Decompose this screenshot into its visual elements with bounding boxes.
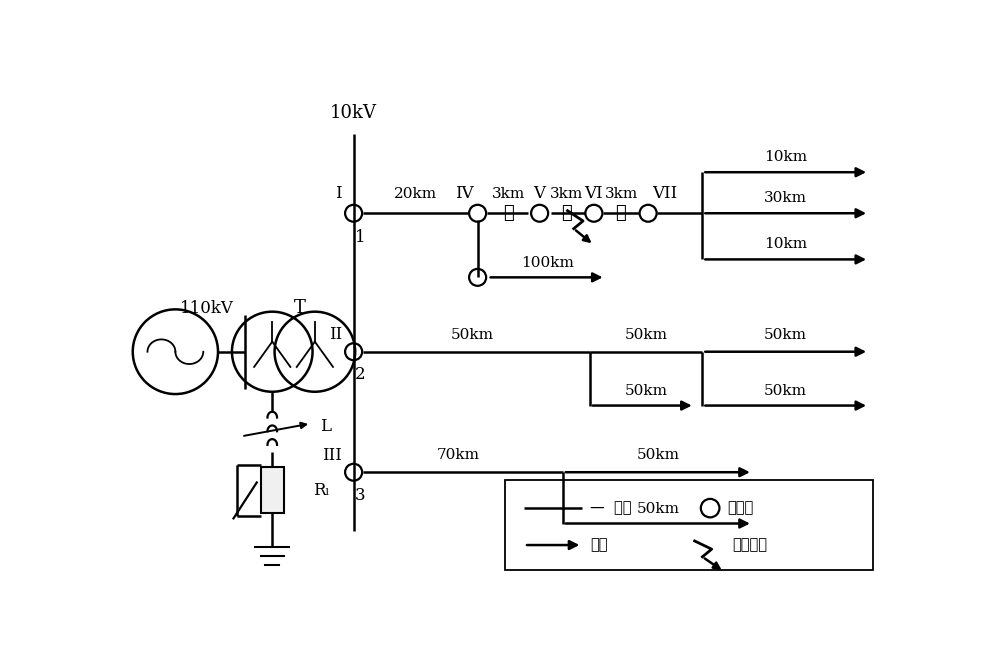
- Text: 50km: 50km: [625, 328, 668, 342]
- Text: 10km: 10km: [764, 150, 807, 164]
- Text: Rₗ: Rₗ: [313, 482, 329, 499]
- Text: V: V: [534, 185, 546, 202]
- Text: 20km: 20km: [394, 186, 437, 200]
- Text: 110kV: 110kV: [179, 300, 233, 316]
- Text: 100km: 100km: [521, 256, 574, 270]
- Text: ①: ①: [503, 204, 514, 222]
- Text: II: II: [329, 326, 342, 343]
- Text: 3: 3: [355, 487, 365, 503]
- Text: I: I: [335, 185, 342, 202]
- Text: IV: IV: [455, 185, 474, 202]
- Text: ③: ③: [616, 204, 626, 222]
- Text: 30km: 30km: [764, 191, 807, 205]
- Text: 检测点: 检测点: [727, 501, 753, 515]
- Text: 1: 1: [355, 229, 365, 246]
- Text: 3km: 3km: [550, 186, 583, 200]
- Text: 50km: 50km: [625, 384, 668, 398]
- Text: —  线路: — 线路: [590, 501, 632, 515]
- Text: 50km: 50km: [636, 448, 679, 462]
- Text: 50km: 50km: [764, 384, 807, 398]
- Text: 故障位置: 故障位置: [732, 537, 767, 553]
- Text: 3km: 3km: [604, 186, 638, 200]
- Text: VI: VI: [585, 185, 603, 202]
- Text: VII: VII: [652, 185, 677, 202]
- Text: 2: 2: [355, 366, 365, 384]
- Bar: [261, 467, 284, 513]
- Text: 50km: 50km: [636, 502, 679, 516]
- Text: T: T: [293, 299, 305, 317]
- Bar: [505, 480, 873, 569]
- Text: ②: ②: [561, 204, 572, 222]
- Text: 50km: 50km: [450, 328, 493, 342]
- Text: 50km: 50km: [764, 328, 807, 342]
- Text: 70km: 70km: [437, 448, 480, 462]
- Text: III: III: [322, 447, 342, 464]
- Text: 10kV: 10kV: [330, 105, 377, 123]
- Text: 负荷: 负荷: [590, 537, 608, 553]
- Text: 3km: 3km: [492, 186, 525, 200]
- Text: L: L: [320, 418, 331, 435]
- Text: 10km: 10km: [764, 237, 807, 251]
